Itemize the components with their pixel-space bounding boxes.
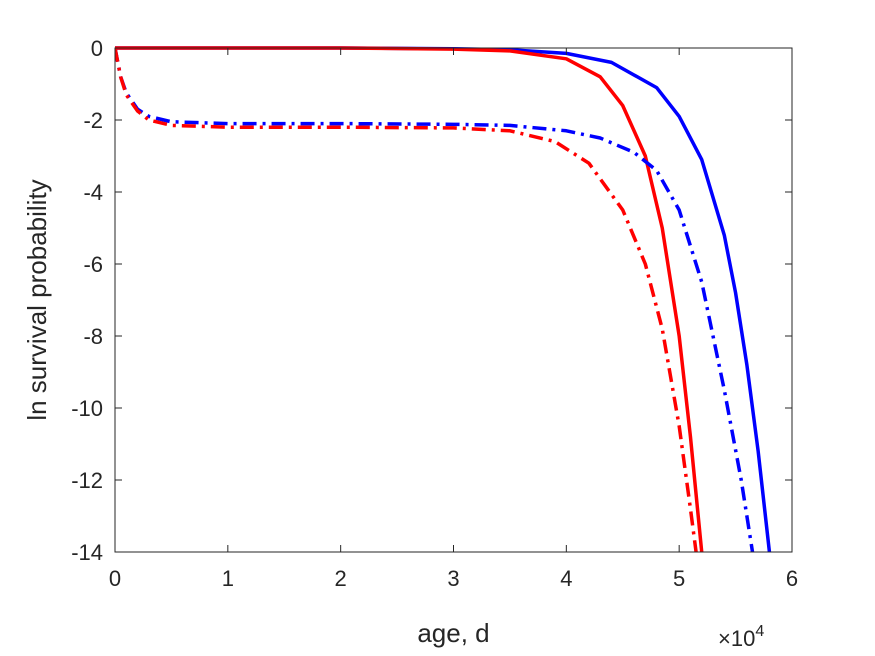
y-tick-label: -6 (83, 252, 103, 277)
y-tick-label: -2 (83, 108, 103, 133)
x-tick-label: 3 (447, 566, 459, 591)
x-axis-exponent-power: 4 (755, 623, 764, 640)
labels-layer: 0 1 2 3 4 5 6 0 -2 -4 -6 -8 -10 -12 -14 (71, 36, 798, 591)
y-tick-label: -4 (83, 180, 103, 205)
series-line-4 (115, 47, 698, 553)
x-tick-label: 0 (109, 566, 121, 591)
x-axis-label: age, d (417, 618, 489, 648)
x-axis-exponent: ×104 (718, 623, 764, 651)
y-tick-label: -8 (83, 324, 103, 349)
y-tick-label: -10 (71, 396, 103, 421)
x-tick-label: 6 (786, 566, 798, 591)
x-axis-exponent-base: ×10 (718, 626, 755, 651)
x-tick-label: 2 (335, 566, 347, 591)
ticks-layer (114, 47, 793, 553)
x-tick-label: 5 (673, 566, 685, 591)
y-tick-label: 0 (91, 36, 103, 61)
y-tick-label: -14 (71, 540, 103, 565)
x-tick-label: 4 (560, 566, 572, 591)
y-axis-label: ln survival probability (22, 179, 52, 420)
x-tick-label: 1 (222, 566, 234, 591)
y-tick-label: -12 (71, 468, 103, 493)
